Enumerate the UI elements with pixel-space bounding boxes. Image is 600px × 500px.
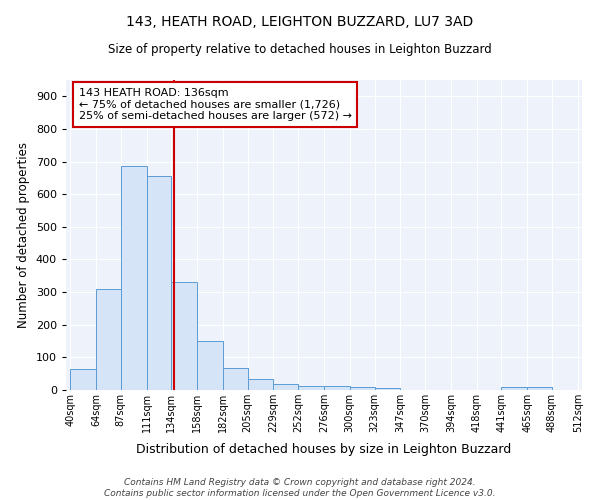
X-axis label: Distribution of detached houses by size in Leighton Buzzard: Distribution of detached houses by size … [136, 444, 512, 456]
Y-axis label: Number of detached properties: Number of detached properties [17, 142, 30, 328]
Text: Contains HM Land Registry data © Crown copyright and database right 2024.
Contai: Contains HM Land Registry data © Crown c… [104, 478, 496, 498]
Text: Size of property relative to detached houses in Leighton Buzzard: Size of property relative to detached ho… [108, 42, 492, 56]
Bar [121, 166, 146, 390]
Bar [96, 289, 121, 390]
Bar [70, 369, 96, 390]
Bar [298, 386, 324, 390]
Bar [172, 282, 197, 390]
Bar [350, 388, 374, 390]
Bar [274, 384, 298, 390]
Text: 143 HEATH ROAD: 136sqm
← 75% of detached houses are smaller (1,726)
25% of semi-: 143 HEATH ROAD: 136sqm ← 75% of detached… [79, 88, 352, 121]
Bar [197, 341, 223, 390]
Text: 143, HEATH ROAD, LEIGHTON BUZZARD, LU7 3AD: 143, HEATH ROAD, LEIGHTON BUZZARD, LU7 3… [127, 15, 473, 29]
Bar [374, 388, 400, 390]
Bar [223, 368, 248, 390]
Bar [146, 176, 172, 390]
Bar [324, 386, 350, 390]
Bar [527, 386, 552, 390]
Bar [248, 378, 274, 390]
Bar [502, 386, 527, 390]
